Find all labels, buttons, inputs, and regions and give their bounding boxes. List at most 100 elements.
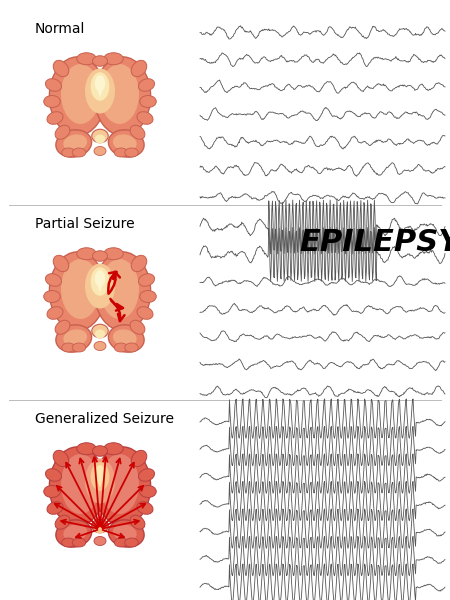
Ellipse shape <box>47 112 63 124</box>
Ellipse shape <box>63 524 87 541</box>
Ellipse shape <box>94 57 151 136</box>
Ellipse shape <box>55 515 70 529</box>
FancyArrow shape <box>98 85 102 98</box>
Ellipse shape <box>95 270 105 287</box>
Text: EPILEPSY: EPILEPSY <box>299 228 450 257</box>
Ellipse shape <box>45 469 62 481</box>
Ellipse shape <box>94 341 106 350</box>
Ellipse shape <box>56 130 92 157</box>
Ellipse shape <box>44 485 60 497</box>
Ellipse shape <box>131 61 147 77</box>
Ellipse shape <box>114 148 128 157</box>
Ellipse shape <box>92 519 108 533</box>
Ellipse shape <box>62 343 75 352</box>
Ellipse shape <box>100 259 139 319</box>
Ellipse shape <box>104 53 123 65</box>
Ellipse shape <box>137 307 153 319</box>
Ellipse shape <box>90 267 109 296</box>
Ellipse shape <box>85 458 115 503</box>
Ellipse shape <box>53 451 69 467</box>
Ellipse shape <box>108 520 144 547</box>
Ellipse shape <box>77 53 96 65</box>
Ellipse shape <box>77 248 96 260</box>
Ellipse shape <box>130 515 145 529</box>
Ellipse shape <box>61 64 100 124</box>
Ellipse shape <box>72 343 86 352</box>
Ellipse shape <box>95 329 105 338</box>
Ellipse shape <box>139 469 154 481</box>
Ellipse shape <box>94 146 106 155</box>
Text: Partial Seizure: Partial Seizure <box>35 217 135 231</box>
Ellipse shape <box>94 252 151 331</box>
Ellipse shape <box>125 538 138 547</box>
Ellipse shape <box>56 520 92 547</box>
Ellipse shape <box>62 148 75 157</box>
Ellipse shape <box>44 95 60 107</box>
Ellipse shape <box>47 307 63 319</box>
Ellipse shape <box>50 447 106 526</box>
Ellipse shape <box>139 274 154 286</box>
Ellipse shape <box>125 343 138 352</box>
Ellipse shape <box>56 325 92 352</box>
Ellipse shape <box>61 454 100 514</box>
Ellipse shape <box>114 538 128 547</box>
Ellipse shape <box>93 446 108 456</box>
Ellipse shape <box>130 125 145 139</box>
Ellipse shape <box>55 125 70 139</box>
Ellipse shape <box>100 454 139 514</box>
Ellipse shape <box>45 274 62 286</box>
Ellipse shape <box>85 263 115 308</box>
Text: Generalized Seizure: Generalized Seizure <box>35 412 174 426</box>
Ellipse shape <box>94 447 151 526</box>
Ellipse shape <box>104 248 123 260</box>
Ellipse shape <box>90 462 109 491</box>
Ellipse shape <box>139 79 154 91</box>
Ellipse shape <box>53 61 69 77</box>
FancyArrow shape <box>98 280 102 293</box>
Ellipse shape <box>47 502 63 514</box>
Ellipse shape <box>45 79 62 91</box>
Ellipse shape <box>108 130 144 157</box>
Ellipse shape <box>44 290 60 302</box>
Ellipse shape <box>93 251 108 261</box>
Ellipse shape <box>95 75 105 92</box>
Ellipse shape <box>130 320 145 334</box>
Ellipse shape <box>85 68 115 113</box>
Ellipse shape <box>72 148 86 157</box>
Ellipse shape <box>53 256 69 272</box>
Ellipse shape <box>113 524 137 541</box>
Ellipse shape <box>77 443 96 455</box>
Ellipse shape <box>55 320 70 334</box>
Ellipse shape <box>94 536 106 545</box>
Ellipse shape <box>92 324 108 338</box>
Ellipse shape <box>131 256 147 272</box>
Ellipse shape <box>140 290 156 302</box>
Ellipse shape <box>62 538 75 547</box>
Ellipse shape <box>50 57 106 136</box>
Ellipse shape <box>61 259 100 319</box>
Text: Normal: Normal <box>35 22 86 36</box>
Ellipse shape <box>95 465 105 482</box>
Ellipse shape <box>63 329 87 346</box>
Ellipse shape <box>92 129 108 143</box>
Ellipse shape <box>95 134 105 143</box>
Ellipse shape <box>137 112 153 124</box>
FancyArrow shape <box>98 475 102 488</box>
Ellipse shape <box>63 134 87 151</box>
Ellipse shape <box>131 451 147 467</box>
Ellipse shape <box>50 252 106 331</box>
Ellipse shape <box>93 56 108 66</box>
Ellipse shape <box>90 72 109 101</box>
Ellipse shape <box>140 485 156 497</box>
Ellipse shape <box>100 64 139 124</box>
Ellipse shape <box>72 538 86 547</box>
Ellipse shape <box>95 524 105 533</box>
Ellipse shape <box>140 95 156 107</box>
Ellipse shape <box>114 343 128 352</box>
Ellipse shape <box>113 134 137 151</box>
Ellipse shape <box>104 443 123 455</box>
Ellipse shape <box>137 502 153 514</box>
Ellipse shape <box>113 329 137 346</box>
Ellipse shape <box>108 325 144 352</box>
Ellipse shape <box>125 148 138 157</box>
